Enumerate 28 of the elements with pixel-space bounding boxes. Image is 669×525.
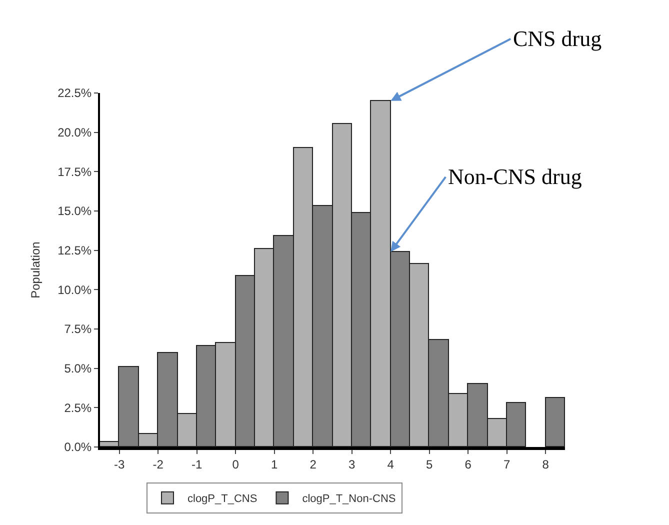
x-tick-label: 5 bbox=[426, 457, 434, 472]
y-tick-label: 22.5% bbox=[58, 86, 92, 100]
legend-label: clogP_T_CNS bbox=[188, 493, 258, 506]
x-tick-label: 2 bbox=[310, 457, 317, 472]
x-tick-label: 1 bbox=[271, 457, 278, 472]
y-tick-label: 10.0% bbox=[58, 282, 92, 297]
bar bbox=[545, 397, 565, 447]
x-tick-label: 6 bbox=[464, 457, 472, 472]
legend-label: clogP_T_Non-CNS bbox=[302, 493, 396, 506]
x-tick-label: 8 bbox=[542, 457, 550, 472]
x-tick-label: -2 bbox=[152, 457, 164, 472]
x-tick-label: 3 bbox=[348, 457, 356, 472]
y-tick-label: 2.5% bbox=[64, 400, 92, 415]
y-tick-label: 17.5% bbox=[58, 164, 92, 179]
x-tick-label: 7 bbox=[504, 457, 511, 472]
y-tick-label: 20.0% bbox=[58, 126, 92, 140]
y-tick-label: 7.5% bbox=[64, 322, 92, 336]
x-tick-label: -1 bbox=[192, 457, 203, 472]
x-tick-label: 0 bbox=[232, 457, 240, 472]
annotation: Non-CNS drug bbox=[448, 164, 582, 189]
y-tick-label: 12.5% bbox=[58, 244, 92, 258]
annotation: CNS drug bbox=[513, 26, 602, 51]
y-tick-label: 0.0% bbox=[64, 440, 92, 454]
y-tick-label: 15.0% bbox=[58, 204, 92, 218]
x-tick-label: 4 bbox=[387, 457, 394, 472]
y-tick-label: 5.0% bbox=[64, 362, 92, 376]
y-axis-title: Population bbox=[28, 242, 42, 298]
x-tick-label: -3 bbox=[114, 457, 126, 472]
